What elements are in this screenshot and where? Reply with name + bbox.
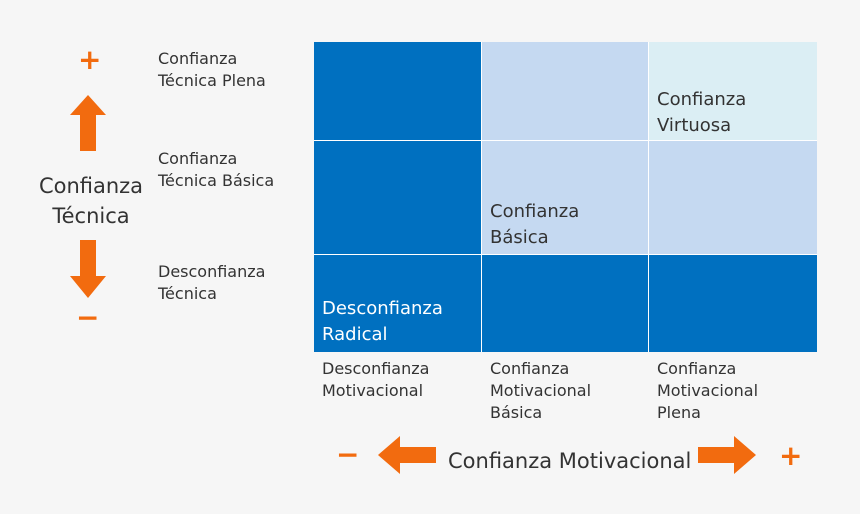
- y-axis-label: Confianza Técnica: [30, 171, 152, 231]
- row-label-line2: Técnica: [158, 284, 217, 303]
- cell-r3-c2: [482, 255, 649, 352]
- col-label-line3: Básica: [490, 403, 543, 422]
- row-label-line2: Técnica Básica: [158, 171, 275, 190]
- col-label-line3: Plena: [657, 403, 701, 422]
- row-label-line1: Confianza: [158, 149, 238, 168]
- matrix-grid: Confianza Virtuosa Confianza Básica Desc…: [314, 42, 817, 352]
- col-label-line1: Desconfianza: [322, 359, 430, 378]
- col-label-confianza-motivacional-plena: Confianza Motivacional Plena: [657, 358, 758, 424]
- arrow-down-icon: [70, 240, 106, 298]
- y-axis-minus: −: [76, 301, 100, 334]
- y-axis-label-line1: Confianza: [38, 174, 144, 198]
- cell-text-line1: Desconfianza: [322, 298, 443, 319]
- cell-r1-c1: [314, 42, 482, 141]
- arrow-right-icon: [698, 436, 756, 474]
- x-axis-label: Confianza Motivacional: [448, 449, 692, 473]
- col-label-line2: Motivacional: [490, 381, 592, 400]
- cell-confianza-virtuosa: Confianza Virtuosa: [649, 42, 817, 141]
- row-label-line1: Desconfianza: [158, 262, 266, 281]
- cell-r3-c3: [649, 255, 817, 352]
- y-axis-label-line2: Técnica: [52, 204, 130, 228]
- col-label-line2: Motivacional: [657, 381, 759, 400]
- row-label-line1: Confianza: [158, 49, 238, 68]
- cell-r2-c1: [314, 141, 482, 255]
- cell-confianza-basica: Confianza Básica: [482, 141, 649, 255]
- col-label-line2: Motivacional: [322, 381, 424, 400]
- cell-text-line1: Confianza: [657, 89, 747, 110]
- col-label-line1: Confianza: [490, 359, 570, 378]
- cell-text-line2: Básica: [490, 227, 549, 248]
- row-label-line2: Técnica Plena: [158, 71, 266, 90]
- arrow-left-icon: [378, 436, 436, 474]
- x-axis-minus: −: [336, 438, 360, 471]
- cell-text-line2: Radical: [322, 324, 388, 345]
- cell-virtuosa-text: Confianza Virtuosa: [657, 87, 746, 139]
- cell-r2-c3: [649, 141, 817, 255]
- row-label-confianza-tecnica-basica: Confianza Técnica Básica: [158, 148, 274, 192]
- arrow-up-icon: [70, 95, 106, 151]
- cell-radical-text: Desconfianza Radical: [322, 296, 443, 348]
- cell-basica-text: Confianza Básica: [490, 199, 579, 251]
- cell-text-line1: Confianza: [490, 201, 580, 222]
- cell-desconfianza-radical: Desconfianza Radical: [314, 255, 482, 352]
- row-label-confianza-tecnica-plena: Confianza Técnica Plena: [158, 48, 266, 92]
- y-axis-plus: +: [78, 43, 102, 76]
- col-label-confianza-motivacional-basica: Confianza Motivacional Básica: [490, 358, 591, 424]
- cell-r1-c2: [482, 42, 649, 141]
- x-axis-plus: +: [779, 439, 803, 472]
- col-label-desconfianza-motivacional: Desconfianza Motivacional: [322, 358, 429, 402]
- row-label-desconfianza-tecnica: Desconfianza Técnica: [158, 261, 265, 305]
- cell-text-line2: Virtuosa: [657, 115, 732, 136]
- col-label-line1: Confianza: [657, 359, 737, 378]
